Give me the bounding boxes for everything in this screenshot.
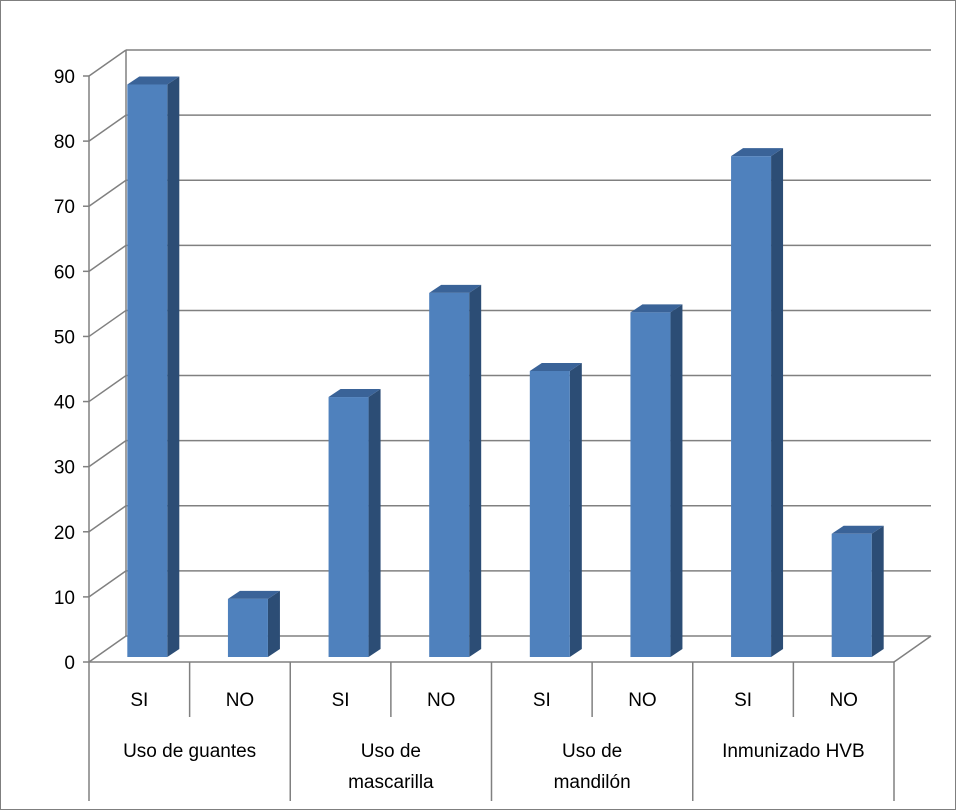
bar-top — [831, 525, 884, 534]
bar-side — [871, 525, 884, 657]
group-label-line: Uso de — [361, 741, 421, 762]
gridline-depth-30 — [88, 440, 127, 468]
floor-right-edge — [893, 635, 932, 663]
gridline-depth-50 — [88, 309, 127, 338]
bar-front — [328, 397, 369, 657]
gridline-depth-70 — [88, 179, 127, 207]
bar-side — [469, 284, 482, 657]
bar-front — [529, 371, 570, 657]
bar-4 — [429, 284, 482, 657]
group-label: Inmunizado HVB — [722, 741, 865, 762]
bar-side — [267, 590, 280, 657]
group-label-line: Uso de — [562, 741, 622, 762]
gridline-depth-20 — [88, 505, 127, 533]
bar-top — [529, 363, 582, 371]
y-tick-label: 90 — [54, 67, 75, 88]
bar-top — [227, 590, 280, 599]
bar-side — [167, 76, 180, 657]
y-tick-label: 10 — [54, 588, 75, 609]
category-label: SI — [533, 690, 551, 711]
group-label: Uso de mandilón — [554, 741, 631, 793]
bar-7 — [731, 148, 784, 657]
bar-front — [127, 84, 168, 657]
category-label: SI — [332, 690, 350, 711]
bar-side — [771, 148, 784, 657]
y-tick-label: 40 — [54, 393, 75, 414]
category-label: NO — [628, 690, 657, 711]
bar-top — [328, 389, 381, 398]
category-label: SI — [130, 690, 148, 711]
y-tick-label: 60 — [54, 262, 75, 283]
y-tick-label: 70 — [54, 197, 75, 218]
bar-top — [630, 304, 683, 313]
y-tick-label: 0 — [64, 653, 75, 674]
gridline-depth-90 — [88, 49, 127, 77]
bar-top — [429, 284, 482, 293]
y-tick-label: 20 — [54, 523, 75, 544]
gridline-depth-60 — [88, 244, 127, 272]
group-label-line: mascarilla — [348, 772, 434, 793]
bar-8 — [831, 525, 884, 657]
group-label-line: mandilón — [554, 772, 631, 793]
group-label-line: Inmunizado HVB — [722, 741, 865, 762]
category-label: SI — [734, 690, 752, 711]
group-label-line: Uso de guantes — [123, 741, 256, 762]
bar-front — [831, 533, 872, 657]
gridline-depth-10 — [88, 570, 127, 598]
y-tick-label: 50 — [54, 327, 75, 348]
bar-6 — [630, 304, 683, 657]
bar-front — [429, 292, 470, 657]
gridline-depth-80 — [88, 114, 127, 142]
group-label: Uso de guantes — [123, 741, 256, 762]
bar-5 — [529, 363, 582, 657]
gridline-depth-0 — [88, 635, 127, 663]
bar-side — [569, 363, 582, 657]
bar-side — [670, 304, 683, 657]
bar-front — [227, 598, 268, 657]
y-tick-label: 80 — [54, 132, 75, 153]
bar-2 — [227, 590, 280, 657]
bar-1 — [127, 76, 180, 657]
category-label: NO — [226, 690, 255, 711]
group-label: Uso de mascarilla — [348, 741, 434, 793]
category-label: NO — [427, 690, 456, 711]
bar-top — [127, 76, 180, 85]
bar-side — [368, 389, 381, 657]
y-tick-label: 30 — [54, 458, 75, 479]
bar-front — [630, 312, 671, 657]
bar-3 — [328, 389, 381, 657]
bar-top — [731, 148, 784, 157]
category-label: NO — [829, 690, 858, 711]
gridline-depth-40 — [88, 374, 127, 403]
bar-front — [731, 156, 772, 657]
